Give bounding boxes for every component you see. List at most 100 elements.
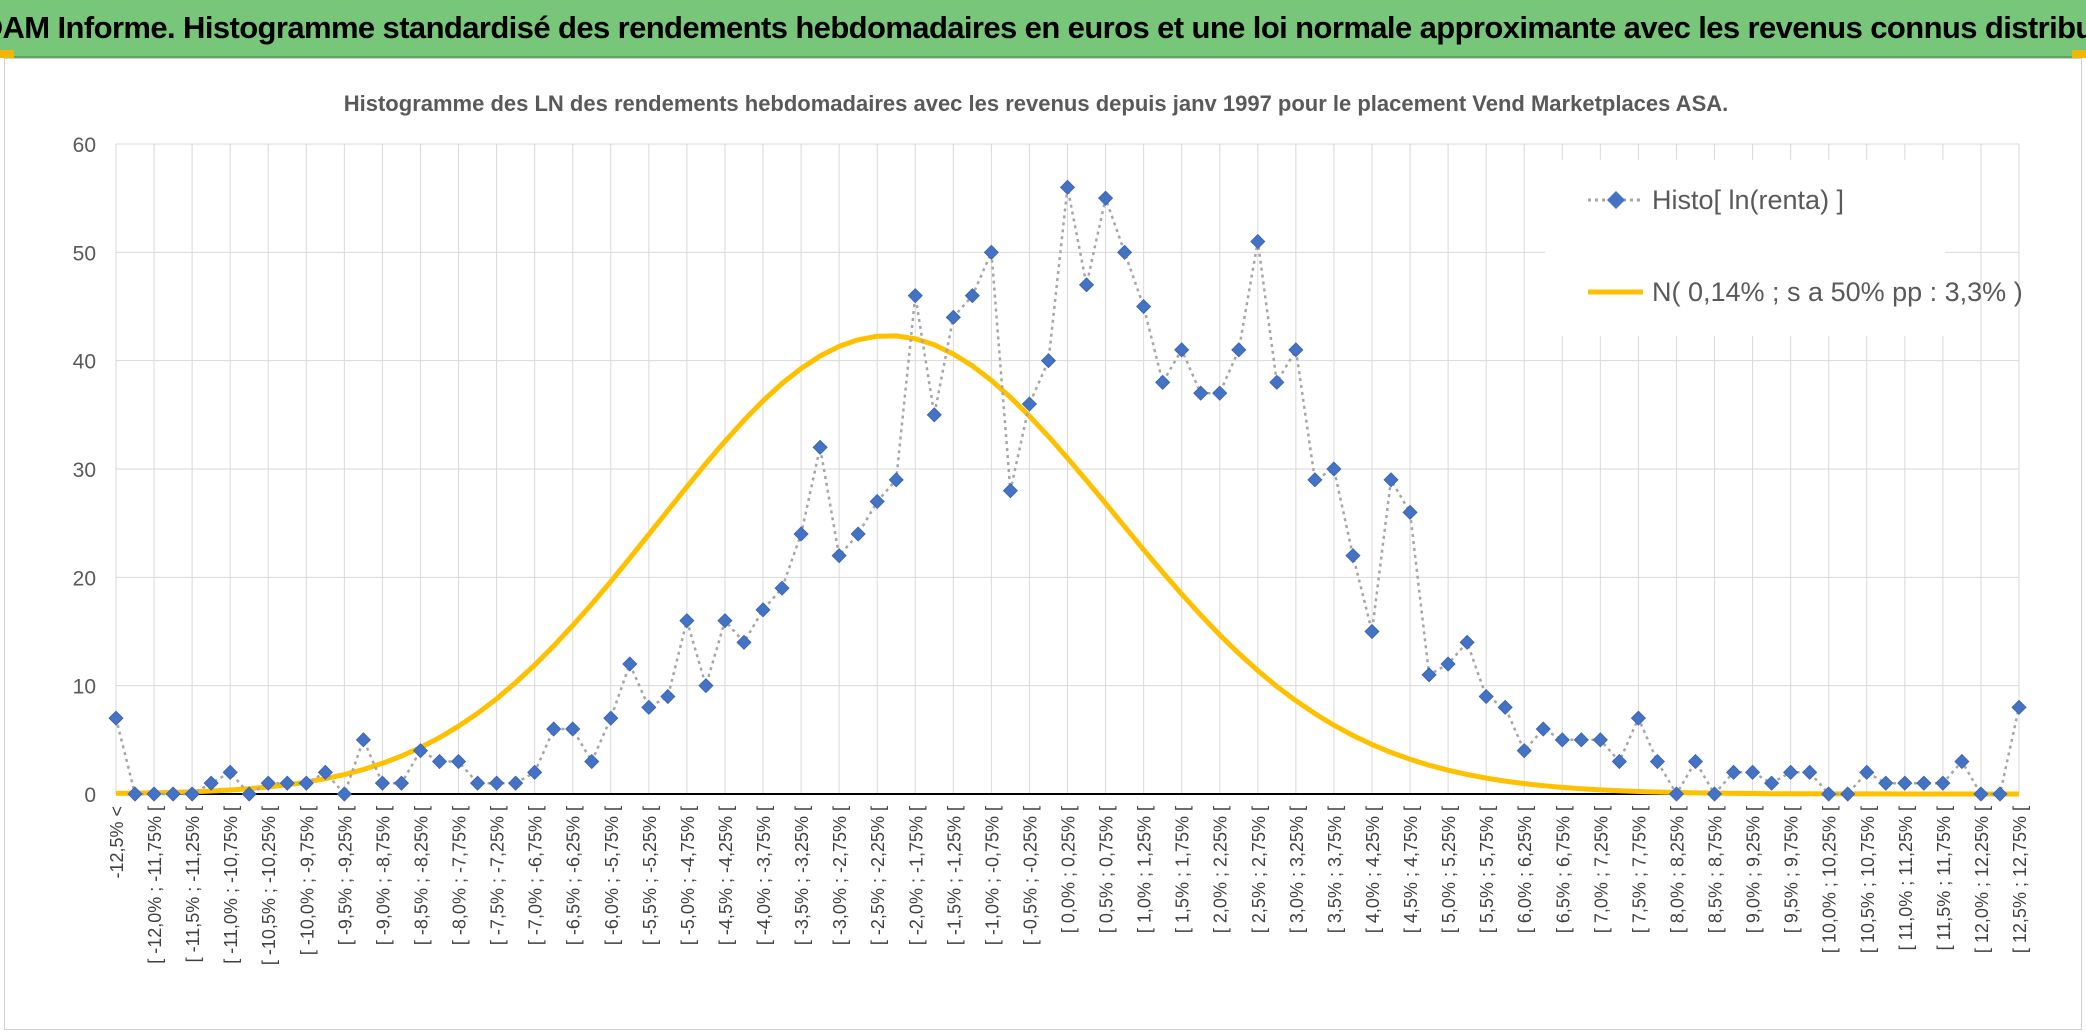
y-tick-label: 30 [73, 459, 96, 482]
x-tick-label: [ 8,0% ; 8,25% [ [1667, 806, 1687, 933]
x-tick-label: [ 3,5% ; 3,75% [ [1325, 806, 1345, 933]
x-tick-label: [ 5,0% ; 5,25% [ [1439, 806, 1459, 933]
legend-normal-label: N( 0,14% ; s a 50% pp : 3,3% ) [1652, 277, 2023, 307]
histo-point [146, 786, 162, 802]
histo-point [1250, 233, 1266, 250]
x-tick-label: [ 1,5% ; 1,75% [ [1173, 806, 1193, 933]
histo-point [1136, 298, 1152, 315]
histo-point [450, 753, 467, 770]
histo-point [1078, 277, 1095, 293]
x-tick-label: [ -8,5% ; -8,25% [ [411, 806, 431, 945]
x-axis-tick-labels: -12,5% < [ -12,0% ; -11,75% [[ -11,5% ; -… [107, 806, 2030, 965]
histo-point [298, 775, 314, 791]
x-tick-label: [ 4,0% ; 4,25% [ [1363, 806, 1383, 933]
histo-point [1288, 342, 1304, 358]
x-tick-label: [ 7,5% ; 7,75% [ [1629, 806, 1649, 933]
histo-point [907, 288, 923, 304]
histo-point [393, 775, 410, 791]
x-tick-label: [ -0,5% ; -0,25% [ [1020, 806, 1040, 945]
corner-accent-right [2072, 50, 2086, 58]
histo-point [1859, 764, 1875, 780]
x-tick-label: [ -5,5% ; -5,25% [ [640, 806, 660, 945]
histo-point [1193, 385, 1209, 401]
x-tick-label: [ 9,0% ; 9,25% [ [1744, 806, 1764, 933]
histo-point [470, 775, 486, 791]
histo-point [355, 732, 371, 748]
x-tick-label: [ 11,5% ; 11,75% [ [1934, 806, 1954, 950]
y-axis-ticks: 0 10 20 30 40 50 60 [73, 134, 96, 807]
x-tick-label: [ -9,5% ; -9,25% [ [335, 806, 355, 945]
x-tick-label: [ -9,0% ; -8,75% [ [373, 806, 393, 945]
histo-point [1059, 179, 1076, 195]
histo-point [1040, 353, 1057, 369]
histo-point [755, 602, 771, 618]
y-tick-label: 20 [73, 567, 96, 590]
histo-point [850, 526, 866, 542]
histo-point [1783, 764, 1799, 780]
x-tick-label: [ -11,5% ; -11,25% [ [183, 806, 203, 962]
x-tick-label: [ 8,5% ; 8,75% [ [1706, 806, 1726, 933]
histo-point [1764, 775, 1780, 791]
x-tick-label: [ -11,0% ; -10,75% [ [221, 806, 241, 964]
histo-point [412, 743, 429, 759]
histo-point [1897, 775, 1913, 791]
histo-point [1611, 753, 1627, 770]
legend-background [1545, 160, 1945, 336]
y-tick-label: 40 [73, 351, 96, 374]
histo-point [108, 710, 124, 726]
chart-frame [4, 58, 2082, 1030]
histo-point [1802, 764, 1818, 780]
x-tick-label: [ 7,0% ; 7,25% [ [1591, 806, 1611, 933]
y-tick-label: 10 [73, 676, 96, 699]
histo-point [1630, 710, 1646, 726]
histo-point [1364, 623, 1380, 640]
histo-point [1554, 732, 1570, 748]
histo-point [1497, 699, 1513, 715]
histo-point [1916, 775, 1932, 791]
histo-point [431, 753, 448, 770]
x-tick-label: [ -12,0% ; -11,75% [ [145, 806, 165, 964]
histo-point [584, 753, 600, 770]
histo-point [888, 472, 904, 488]
histo-point [1840, 786, 1856, 802]
x-tick-label: [ 1,0% ; 1,25% [ [1135, 806, 1155, 933]
histo-point [964, 288, 980, 304]
y-tick-label: 50 [73, 242, 96, 265]
histo-point [1954, 753, 1970, 770]
histo-point [983, 244, 999, 260]
plot-series [108, 179, 2027, 802]
x-tick-label: [ 4,5% ; 4,75% [ [1401, 806, 1421, 933]
histo-point [527, 764, 543, 780]
x-tick-label: [ -10,5% ; -10,25% [ [259, 806, 279, 965]
histo-point [1212, 385, 1228, 401]
histo-point [317, 764, 333, 780]
report-banner: ADAM Informe. Histogramme standardisé de… [0, 0, 2086, 58]
x-tick-label: [ 6,5% ; 6,75% [ [1553, 806, 1573, 933]
histo-point [1516, 743, 1532, 759]
histo-point [1307, 472, 1323, 488]
x-tick-label: [ -7,0% ; -6,75% [ [526, 806, 546, 945]
x-tick-label: [ 11,0% ; 11,25% [ [1896, 806, 1916, 950]
x-tick-label: [ 5,5% ; 5,75% [ [1477, 806, 1497, 933]
chart-title: Histogramme des LN des rendements hebdom… [344, 91, 1729, 116]
histo-point [641, 699, 657, 715]
x-tick-label: [ -3,0% ; -2,75% [ [830, 806, 850, 945]
histo-point [546, 721, 562, 737]
x-tick-label: [ 6,0% ; 6,25% [ [1515, 806, 1535, 933]
x-tick-label: [ 10,5% ; 10,75% [ [1858, 806, 1878, 953]
histo-point [2011, 699, 2027, 715]
histo-point [222, 764, 238, 780]
x-tick-label: [ -4,0% ; -3,75% [ [754, 806, 774, 945]
histo-point [127, 786, 143, 802]
histo-point [1668, 786, 1685, 802]
histo-point [1687, 753, 1704, 770]
histo-point [1535, 721, 1551, 737]
histo-point [1097, 190, 1114, 206]
x-tick-label: [ -6,0% ; -5,75% [ [602, 806, 622, 945]
histo-point [1155, 374, 1171, 390]
y-tick-label: 0 [84, 784, 96, 807]
histo-point [1421, 667, 1437, 683]
histo-point [336, 786, 352, 802]
x-tick-label: [ -1,5% ; -1,25% [ [944, 806, 964, 945]
